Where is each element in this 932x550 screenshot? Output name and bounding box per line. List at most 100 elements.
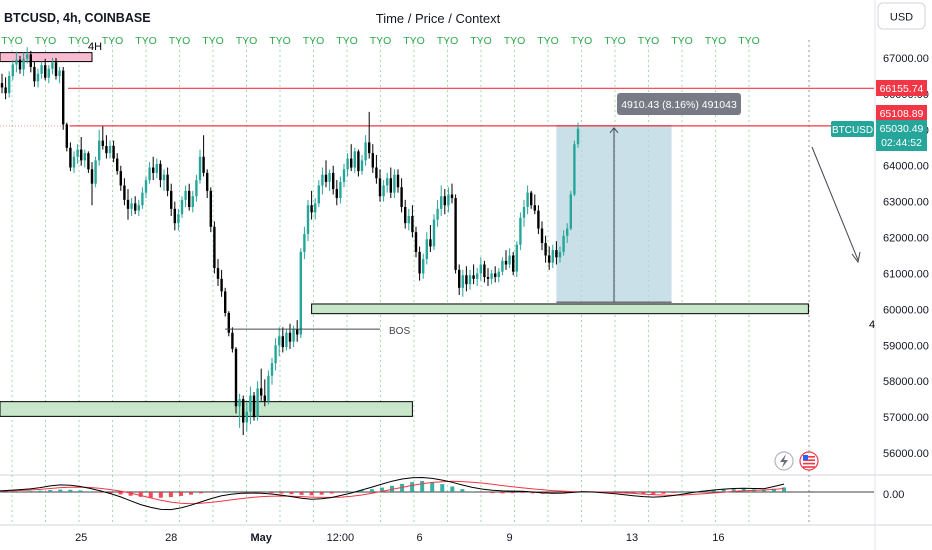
candle-body [188, 190, 191, 208]
oscillator-histogram-bar [249, 492, 254, 493]
candle-body [11, 64, 14, 76]
session-marker: TYO [269, 35, 291, 47]
candle-body [130, 203, 133, 209]
candle-body [198, 156, 202, 181]
oscillator-histogram-bar [168, 492, 173, 498]
candle-body [360, 160, 364, 172]
candle-body [407, 216, 410, 224]
candle-body [69, 147, 72, 168]
resistance-levels [68, 87, 874, 127]
candle-body [537, 210, 540, 229]
oscillator-histogram-bar [78, 490, 83, 492]
time-tick-label: 16 [712, 532, 724, 544]
symbol-title[interactable]: BTCUSD, 4h, COINBASE [4, 11, 151, 25]
indicator-title[interactable]: Time / Price / Context [376, 11, 501, 26]
oscillator-histogram-bar [299, 492, 304, 495]
session-marker: TYO [403, 35, 425, 47]
oscillator-histogram-bar [98, 492, 103, 493]
oscillator-histogram-bar [118, 492, 123, 495]
session-marker: TYO [202, 35, 224, 47]
candle-body [108, 145, 112, 154]
oscillator-histogram-bar [239, 492, 244, 493]
oscillator-histogram-bar [400, 483, 405, 492]
candle-body [544, 242, 547, 256]
candle-body [328, 172, 331, 182]
oscillator-histogram-bar [0, 491, 2, 493]
candle-body [216, 268, 220, 279]
us-flag-icon[interactable] [799, 451, 819, 471]
candle-body [548, 255, 551, 263]
oscillator-histogram-bar [48, 490, 53, 492]
oscillator-histogram-bar [711, 490, 716, 492]
timeframe-label: 4H [88, 41, 102, 53]
session-marker: TYO [437, 35, 459, 47]
session-marker: TYO [638, 35, 660, 47]
candle-body [476, 273, 479, 279]
candle-body [429, 239, 432, 247]
oscillator-histogram-bar [410, 482, 415, 492]
candle-body [468, 275, 472, 285]
candle-body [573, 144, 576, 195]
session-marker: TYO [537, 35, 559, 47]
candle-body [0, 83, 4, 88]
tag-last-price: 65030.49 02:44:52 [876, 120, 927, 151]
candle-body [249, 395, 252, 412]
oscillator-histogram-bar [761, 490, 766, 492]
currency-button[interactable] [877, 2, 926, 30]
candle-body [141, 192, 144, 206]
candle-body [454, 198, 457, 270]
candle-body [533, 205, 536, 211]
time-tick-label: 13 [626, 532, 638, 544]
time-tick-label: 25 [75, 532, 87, 544]
time-tick-label: 9 [507, 532, 513, 544]
candle-body [368, 142, 371, 154]
candle-body [285, 332, 288, 348]
session-marker: TYO [470, 35, 492, 47]
candle-body [36, 73, 40, 82]
session-marker: TYO [35, 35, 57, 47]
candle-body [458, 269, 461, 288]
session-marker: TYO [1, 35, 23, 47]
svg-text:65030.49: 65030.49 [880, 123, 924, 135]
oscillator-histogram-bar [510, 492, 515, 494]
candle-body [296, 329, 299, 335]
oscillator-histogram-bar [560, 492, 565, 493]
measure-label[interactable]: 4910.43 (8.16%) 491043 [617, 93, 741, 115]
candle-body [263, 395, 266, 401]
candle-body [450, 194, 454, 199]
candle-body [526, 192, 529, 208]
session-marker: TYO [370, 35, 392, 47]
candle-body [400, 187, 403, 208]
candle-body [371, 153, 374, 168]
candle-body [87, 153, 90, 170]
candle-body [414, 232, 418, 252]
candle-body [227, 312, 230, 333]
candle-body [80, 149, 83, 161]
oscillator-histogram-bar [138, 492, 143, 497]
price-tick-label: 64000.00 [883, 161, 929, 173]
candle-body [303, 233, 306, 252]
alert-icon[interactable] [774, 451, 794, 471]
candle-body [378, 178, 382, 197]
time-axis[interactable]: 25 28 May 12:00 6 9 13 16 [75, 532, 724, 544]
time-tick-label: 28 [165, 532, 177, 544]
candle-body [339, 181, 342, 199]
oscillator-histogram-bar [379, 487, 384, 492]
price-candles [0, 47, 580, 436]
price-tick-label: 58000.00 [883, 376, 929, 388]
countdown: 02:44:52 [881, 137, 922, 149]
price-tick-label: 60000.00 [883, 304, 929, 316]
session-marker: TYO [169, 35, 191, 47]
oscillator-histogram-bar [671, 492, 676, 493]
candle-body [558, 251, 562, 258]
oscillator-histogram-bar [691, 491, 696, 492]
candle-body [436, 208, 439, 220]
candle-body [245, 411, 248, 423]
oscillator-histogram-bar [721, 489, 726, 492]
candle-body [90, 169, 94, 184]
candle-body [522, 207, 526, 218]
candle-body [170, 190, 173, 209]
svg-text:65108.89: 65108.89 [880, 108, 924, 120]
